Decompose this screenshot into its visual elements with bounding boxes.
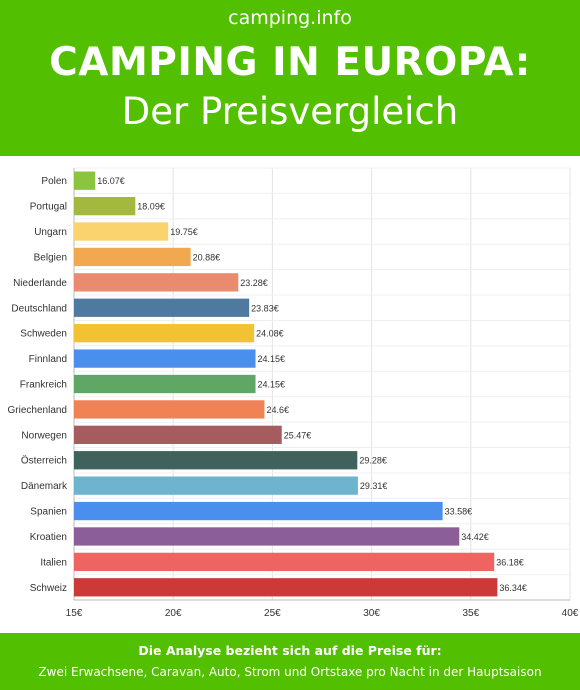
bar	[74, 527, 460, 546]
category-label: Österreich	[21, 455, 67, 467]
bar	[74, 501, 443, 521]
x-tick-label: 30€	[363, 608, 380, 619]
category-label: Norwegen	[21, 430, 67, 441]
category-label: Polen	[41, 176, 67, 187]
value-label: 19.75€	[170, 227, 198, 237]
bar	[74, 476, 358, 495]
value-label: 24.08€	[256, 329, 284, 339]
category-label: Niederlande	[13, 278, 67, 289]
value-label: 23.28€	[240, 278, 268, 288]
value-label: 25.47€	[284, 430, 312, 440]
value-label: 36.34€	[499, 583, 527, 593]
value-label: 36.18€	[496, 557, 524, 567]
category-label: Ungarn	[34, 227, 67, 238]
value-label: 20.88€	[193, 252, 221, 262]
category-label: Finnland	[29, 354, 67, 365]
value-label: 29.28€	[359, 456, 387, 466]
bar	[74, 552, 495, 572]
category-label: Portugal	[30, 202, 67, 213]
value-label: 18.09€	[137, 202, 165, 212]
x-tick-label: 40€	[562, 608, 579, 619]
bar	[74, 425, 282, 444]
value-label: 16.07€	[97, 176, 125, 186]
site-name: camping.info	[228, 7, 352, 29]
footer-note-detail: Zwei Erwachsene, Caravan, Auto, Strom un…	[38, 665, 542, 679]
header-banner: camping.info CAMPING IN EUROPA: Der Prei…	[0, 0, 580, 156]
x-tick-label: 35€	[462, 608, 479, 619]
category-label: Griechenland	[8, 405, 67, 416]
value-label: 29.31€	[360, 481, 388, 491]
bar	[74, 451, 358, 470]
chart-svg: 15€ 20€ 25€ 30€ 35€ 40€ Polen 16.07€ Portugal 18.…	[8, 167, 579, 619]
category-label: Dänemark	[21, 481, 68, 492]
bar-chart: 15€ 20€ 25€ 30€ 35€ 40€ Polen 16.07€ Portugal 18.…	[0, 156, 580, 632]
bar	[74, 349, 256, 368]
bar	[74, 171, 96, 190]
category-label: Italien	[40, 557, 67, 568]
category-label: Schweden	[20, 329, 67, 340]
bar	[74, 196, 136, 216]
category-label: Deutschland	[11, 303, 67, 314]
bar	[74, 273, 239, 292]
value-label: 33.58€	[445, 507, 473, 517]
bar	[74, 374, 256, 394]
value-label: 24.15€	[258, 380, 286, 390]
bar	[74, 400, 265, 419]
bar	[74, 324, 255, 343]
value-label: 24.15€	[258, 354, 286, 364]
bar	[74, 222, 169, 241]
category-label: Belgien	[34, 252, 67, 263]
x-tick-label: 15€	[66, 608, 83, 619]
page-title: CAMPING IN EUROPA:	[49, 40, 531, 85]
category-label: Frankreich	[20, 380, 67, 391]
category-label: Spanien	[30, 507, 67, 518]
x-tick-label: 20€	[165, 608, 182, 619]
footer-banner: Die Analyse bezieht sich auf die Preise …	[0, 633, 580, 690]
bar	[74, 578, 498, 597]
page-subtitle: Der Preisvergleich	[121, 90, 459, 133]
category-label: Kroatien	[30, 532, 67, 543]
value-label: 24.6€	[266, 405, 289, 415]
bar	[74, 247, 191, 267]
value-label: 34.42€	[461, 532, 489, 542]
bar	[74, 298, 250, 317]
category-label: Schweiz	[30, 583, 67, 594]
value-label: 23.83€	[251, 303, 279, 313]
footer-note-heading: Die Analyse bezieht sich auf die Preise …	[138, 643, 442, 658]
x-tick-label: 25€	[264, 608, 281, 619]
